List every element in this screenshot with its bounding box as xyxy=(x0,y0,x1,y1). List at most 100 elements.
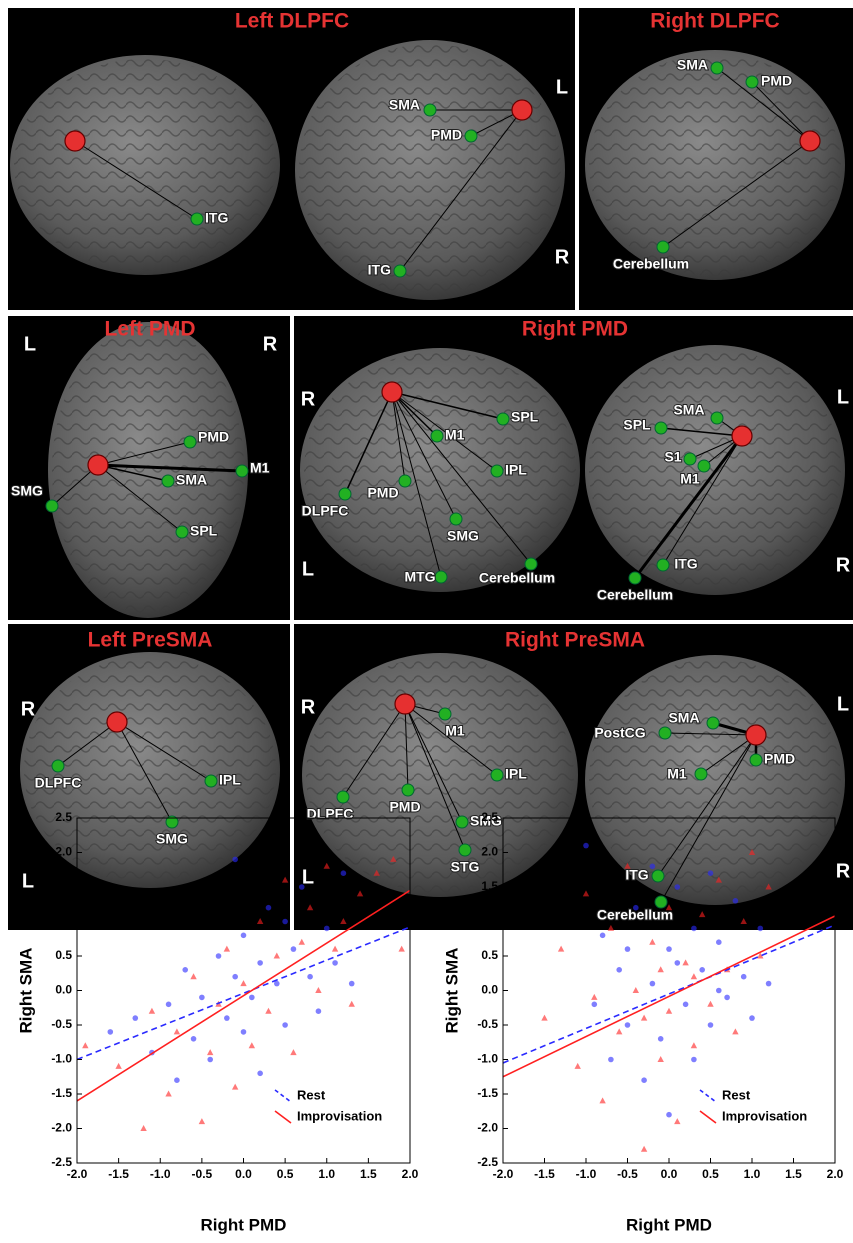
point xyxy=(716,939,722,945)
brain-gyri xyxy=(14,59,276,271)
point xyxy=(232,1084,238,1090)
node-label: PMD xyxy=(764,751,795,767)
node xyxy=(497,413,509,425)
y-tick-label: 2.0 xyxy=(481,845,498,859)
point xyxy=(691,973,697,979)
x-tick-label: 0.0 xyxy=(235,1167,252,1181)
node xyxy=(205,775,217,787)
point xyxy=(625,946,631,952)
node-label: SPL xyxy=(511,409,539,425)
point xyxy=(174,1028,180,1034)
point xyxy=(149,1008,155,1014)
node xyxy=(439,708,451,720)
point xyxy=(349,1001,355,1007)
node xyxy=(698,460,710,472)
brain-gyri xyxy=(306,657,574,893)
x-tick-label: -2.0 xyxy=(493,1167,514,1181)
point xyxy=(332,960,338,966)
y-tick-label: -0.5 xyxy=(477,1017,498,1031)
point xyxy=(216,953,222,959)
x-tick-label: 2.0 xyxy=(402,1167,419,1181)
y-tick-label: -2.5 xyxy=(51,1155,72,1169)
point xyxy=(683,1002,689,1008)
legend-swatch xyxy=(275,1090,291,1102)
node xyxy=(684,453,696,465)
hemisphere-label: R xyxy=(836,860,851,882)
node-label: SMG xyxy=(447,528,479,544)
point xyxy=(666,1008,672,1014)
point xyxy=(649,939,655,945)
point xyxy=(190,973,196,979)
point xyxy=(182,967,188,973)
node xyxy=(707,717,719,729)
y-tick-label: -2.5 xyxy=(477,1155,498,1169)
panel: Left DLPFCITGSMAPMDITG xyxy=(8,8,575,310)
x-tick-label: 1.5 xyxy=(785,1167,802,1181)
legend-swatch xyxy=(275,1111,291,1123)
point xyxy=(716,988,722,994)
point xyxy=(324,926,330,932)
point xyxy=(132,1015,138,1021)
node-label: S1 xyxy=(664,449,681,465)
point xyxy=(741,974,747,980)
panel-title: Left PMD xyxy=(105,318,196,341)
node xyxy=(655,422,667,434)
node xyxy=(695,768,707,780)
point xyxy=(191,1036,197,1042)
hemisphere-label: R xyxy=(301,388,316,410)
x-tick-label: -1.0 xyxy=(576,1167,597,1181)
point xyxy=(290,1049,296,1055)
node xyxy=(431,430,443,442)
y-axis-label: Right SMA xyxy=(16,948,35,1034)
point xyxy=(575,1063,581,1069)
point xyxy=(199,995,205,1001)
x-axis-label: Right PMD xyxy=(626,1215,712,1234)
node xyxy=(652,870,664,882)
point xyxy=(641,1015,647,1021)
point xyxy=(316,1008,322,1014)
hemisphere-label: L xyxy=(302,866,314,888)
point xyxy=(207,1049,213,1055)
legend-swatch xyxy=(700,1090,716,1102)
node-label: M1 xyxy=(445,427,465,443)
node xyxy=(465,130,477,142)
node-label: M1 xyxy=(250,460,270,476)
point xyxy=(674,1118,680,1124)
point xyxy=(140,1125,146,1131)
y-tick-label: -1.5 xyxy=(51,1086,72,1100)
seed-node xyxy=(395,694,415,714)
fit-line xyxy=(503,925,835,1063)
point xyxy=(658,1056,664,1062)
point xyxy=(241,933,247,939)
point xyxy=(257,1071,263,1077)
brain-gyri xyxy=(589,54,841,276)
point xyxy=(658,966,664,972)
panel-title: Left PreSMA xyxy=(88,629,213,652)
node-label: M1 xyxy=(445,723,465,739)
point xyxy=(732,1028,738,1034)
y-tick-label: 1.0 xyxy=(481,914,498,928)
node-label: DLPFC xyxy=(302,503,349,519)
point xyxy=(675,960,681,966)
point xyxy=(592,1002,598,1008)
point xyxy=(707,1001,713,1007)
point xyxy=(265,1008,271,1014)
node-label: Cerebellum xyxy=(479,570,555,586)
node xyxy=(402,784,414,796)
point xyxy=(666,1112,672,1118)
node xyxy=(629,572,641,584)
panel-title: Right PMD xyxy=(522,318,628,341)
point xyxy=(591,994,597,1000)
y-tick-label: 2.5 xyxy=(481,810,498,824)
node-label: IPL xyxy=(505,462,527,478)
hemisphere-label: R xyxy=(555,246,570,268)
point xyxy=(691,1042,697,1048)
point xyxy=(299,939,305,945)
node xyxy=(746,76,758,88)
y-tick-label: 1.5 xyxy=(481,879,498,893)
y-tick-label: 2.5 xyxy=(55,810,72,824)
seed-node xyxy=(107,712,127,732)
point xyxy=(708,870,714,876)
point xyxy=(82,1042,88,1048)
